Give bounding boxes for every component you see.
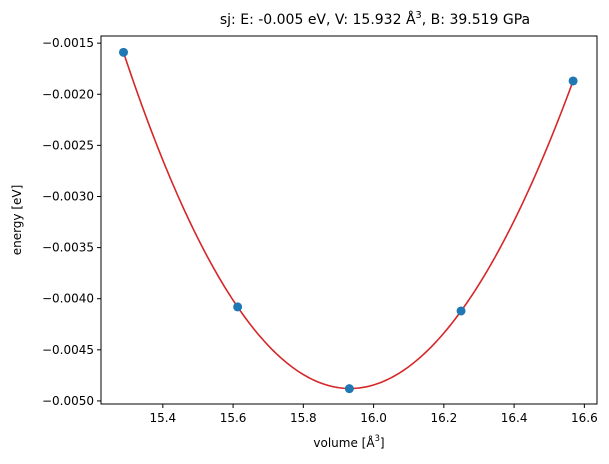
plot-area — [118, 47, 578, 394]
x-tick-label: 15.6 — [220, 411, 247, 425]
x-tick-label: 15.4 — [149, 411, 176, 425]
y-tick-label: −0.0040 — [42, 292, 94, 306]
y-axis-ticks: −0.0015 −0.0020 −0.0025 −0.0030 −0.0035 −0.00… — [42, 36, 101, 408]
y-tick-label: −0.0050 — [42, 394, 94, 408]
chart-title: sj: E: -0.005 eV, V: 15.932 Å3, B: 39.51… — [220, 10, 530, 28]
axes-frame — [100, 35, 598, 405]
y-tick-label: −0.0025 — [42, 138, 94, 152]
x-tick-label: 16.0 — [360, 411, 387, 425]
x-axis-ticks: 15.4 15.6 15.8 16.0 16.2 16.4 16.6 — [149, 404, 598, 425]
y-tick-label: −0.0015 — [42, 36, 94, 50]
y-axis-label: energy [eV] — [10, 185, 24, 256]
x-tick-label: 16.6 — [571, 411, 598, 425]
x-axis-label: volume [Å3] — [313, 433, 384, 450]
data-points — [118, 47, 578, 394]
x-tick-label: 15.8 — [290, 411, 317, 425]
data-point-marker — [456, 306, 466, 316]
x-tick-label: 16.4 — [501, 411, 528, 425]
y-tick-label: −0.0045 — [42, 343, 94, 357]
x-tick-label: 16.2 — [430, 411, 457, 425]
data-point-marker — [568, 76, 578, 86]
data-point-marker — [344, 384, 354, 394]
y-tick-label: −0.0020 — [42, 87, 94, 101]
y-tick-label: −0.0030 — [42, 189, 94, 203]
y-tick-label: −0.0035 — [42, 241, 94, 255]
data-point-marker — [233, 302, 243, 312]
data-point-marker — [118, 47, 128, 57]
